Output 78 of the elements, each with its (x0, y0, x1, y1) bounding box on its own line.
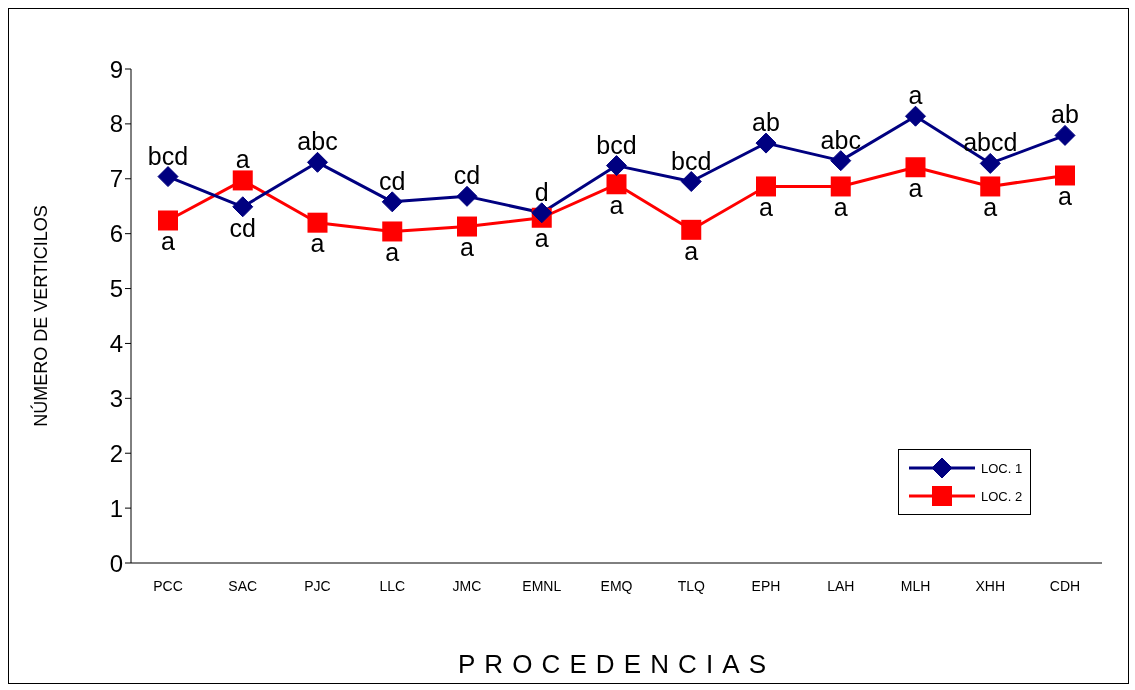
point (1054, 124, 1076, 146)
y-tick-label: 1 (109, 494, 123, 522)
x-tick-label: EMQ (600, 577, 633, 594)
x-tick-label: PCC (153, 577, 183, 594)
point (681, 219, 702, 240)
annotation: ab (1051, 100, 1079, 129)
legend-label: LOC. 2 (981, 488, 1023, 504)
annotation: a (161, 227, 176, 256)
x-tick-label: EMNL (522, 577, 562, 594)
point (979, 152, 1001, 174)
point (830, 150, 852, 172)
point (905, 157, 926, 178)
point (1055, 165, 1075, 186)
point (157, 166, 179, 188)
y-tick-label: 7 (109, 165, 123, 193)
annotation: cd (453, 161, 481, 190)
point (756, 176, 776, 197)
point (307, 212, 328, 233)
annotation: bcd (147, 141, 189, 170)
annotation: a (908, 174, 923, 202)
annotation: a (908, 81, 923, 110)
x-tick-label: MLH (900, 577, 931, 594)
annotation: a (833, 193, 848, 222)
y-tick-label: 9 (109, 55, 123, 83)
x-tick-label: XHH (975, 577, 1006, 594)
annotation: bcd (596, 130, 637, 159)
y-tick-label: 3 (109, 384, 123, 412)
x-tick-label: LLC (379, 577, 406, 594)
point (456, 185, 478, 207)
annotation: a (235, 145, 250, 174)
point (905, 105, 926, 127)
annotation: a (759, 193, 774, 222)
annotation: a (684, 236, 699, 265)
annotation: abcd (963, 128, 1018, 157)
point (606, 174, 627, 195)
x-tick-label: PJC (304, 577, 331, 594)
point (680, 171, 702, 193)
annotation: cd (229, 213, 256, 242)
annotation: d (534, 177, 549, 206)
annotation: a (310, 229, 325, 258)
x-tick-label: EPH (751, 577, 781, 594)
annotation: abc (820, 125, 861, 154)
y-tick-label: 0 (109, 549, 123, 577)
annotation: bcd (671, 146, 712, 175)
annotation: abc (297, 127, 338, 156)
point (158, 210, 178, 231)
annotation: cd (379, 166, 406, 195)
y-tick-label: 5 (109, 275, 123, 303)
x-tick-label: SAC (228, 577, 258, 594)
point (830, 176, 851, 197)
point (307, 151, 328, 173)
annotation: a (385, 238, 400, 267)
x-tick-label: TLQ (677, 577, 705, 594)
y-tick-label: 8 (109, 110, 123, 138)
point (606, 155, 627, 177)
y-tick-label: 6 (109, 220, 123, 248)
point (232, 196, 254, 218)
point (382, 221, 403, 242)
point (531, 202, 553, 224)
y-tick-label: 2 (109, 439, 123, 467)
point (457, 216, 477, 237)
annotation: a (534, 224, 549, 253)
x-tick-label: CDH (1049, 577, 1081, 594)
x-tick-label: JMC (452, 577, 482, 594)
point (232, 170, 253, 191)
annotation: ab (752, 108, 780, 137)
y-tick-label: 4 (109, 329, 123, 357)
legend-label: LOC. 1 (981, 460, 1023, 476)
y-axis-title: NÚMERO DE VERTICILOS (30, 205, 52, 427)
annotation: a (609, 191, 624, 220)
x-tick-label: LAH (827, 577, 855, 594)
annotation: a (983, 193, 998, 222)
point (755, 132, 777, 154)
point (980, 176, 1001, 197)
x-axis-title: PROCEDENCIAS (457, 649, 776, 679)
annotation: a (1058, 182, 1073, 211)
annotation: a (460, 233, 475, 262)
point (381, 191, 403, 213)
